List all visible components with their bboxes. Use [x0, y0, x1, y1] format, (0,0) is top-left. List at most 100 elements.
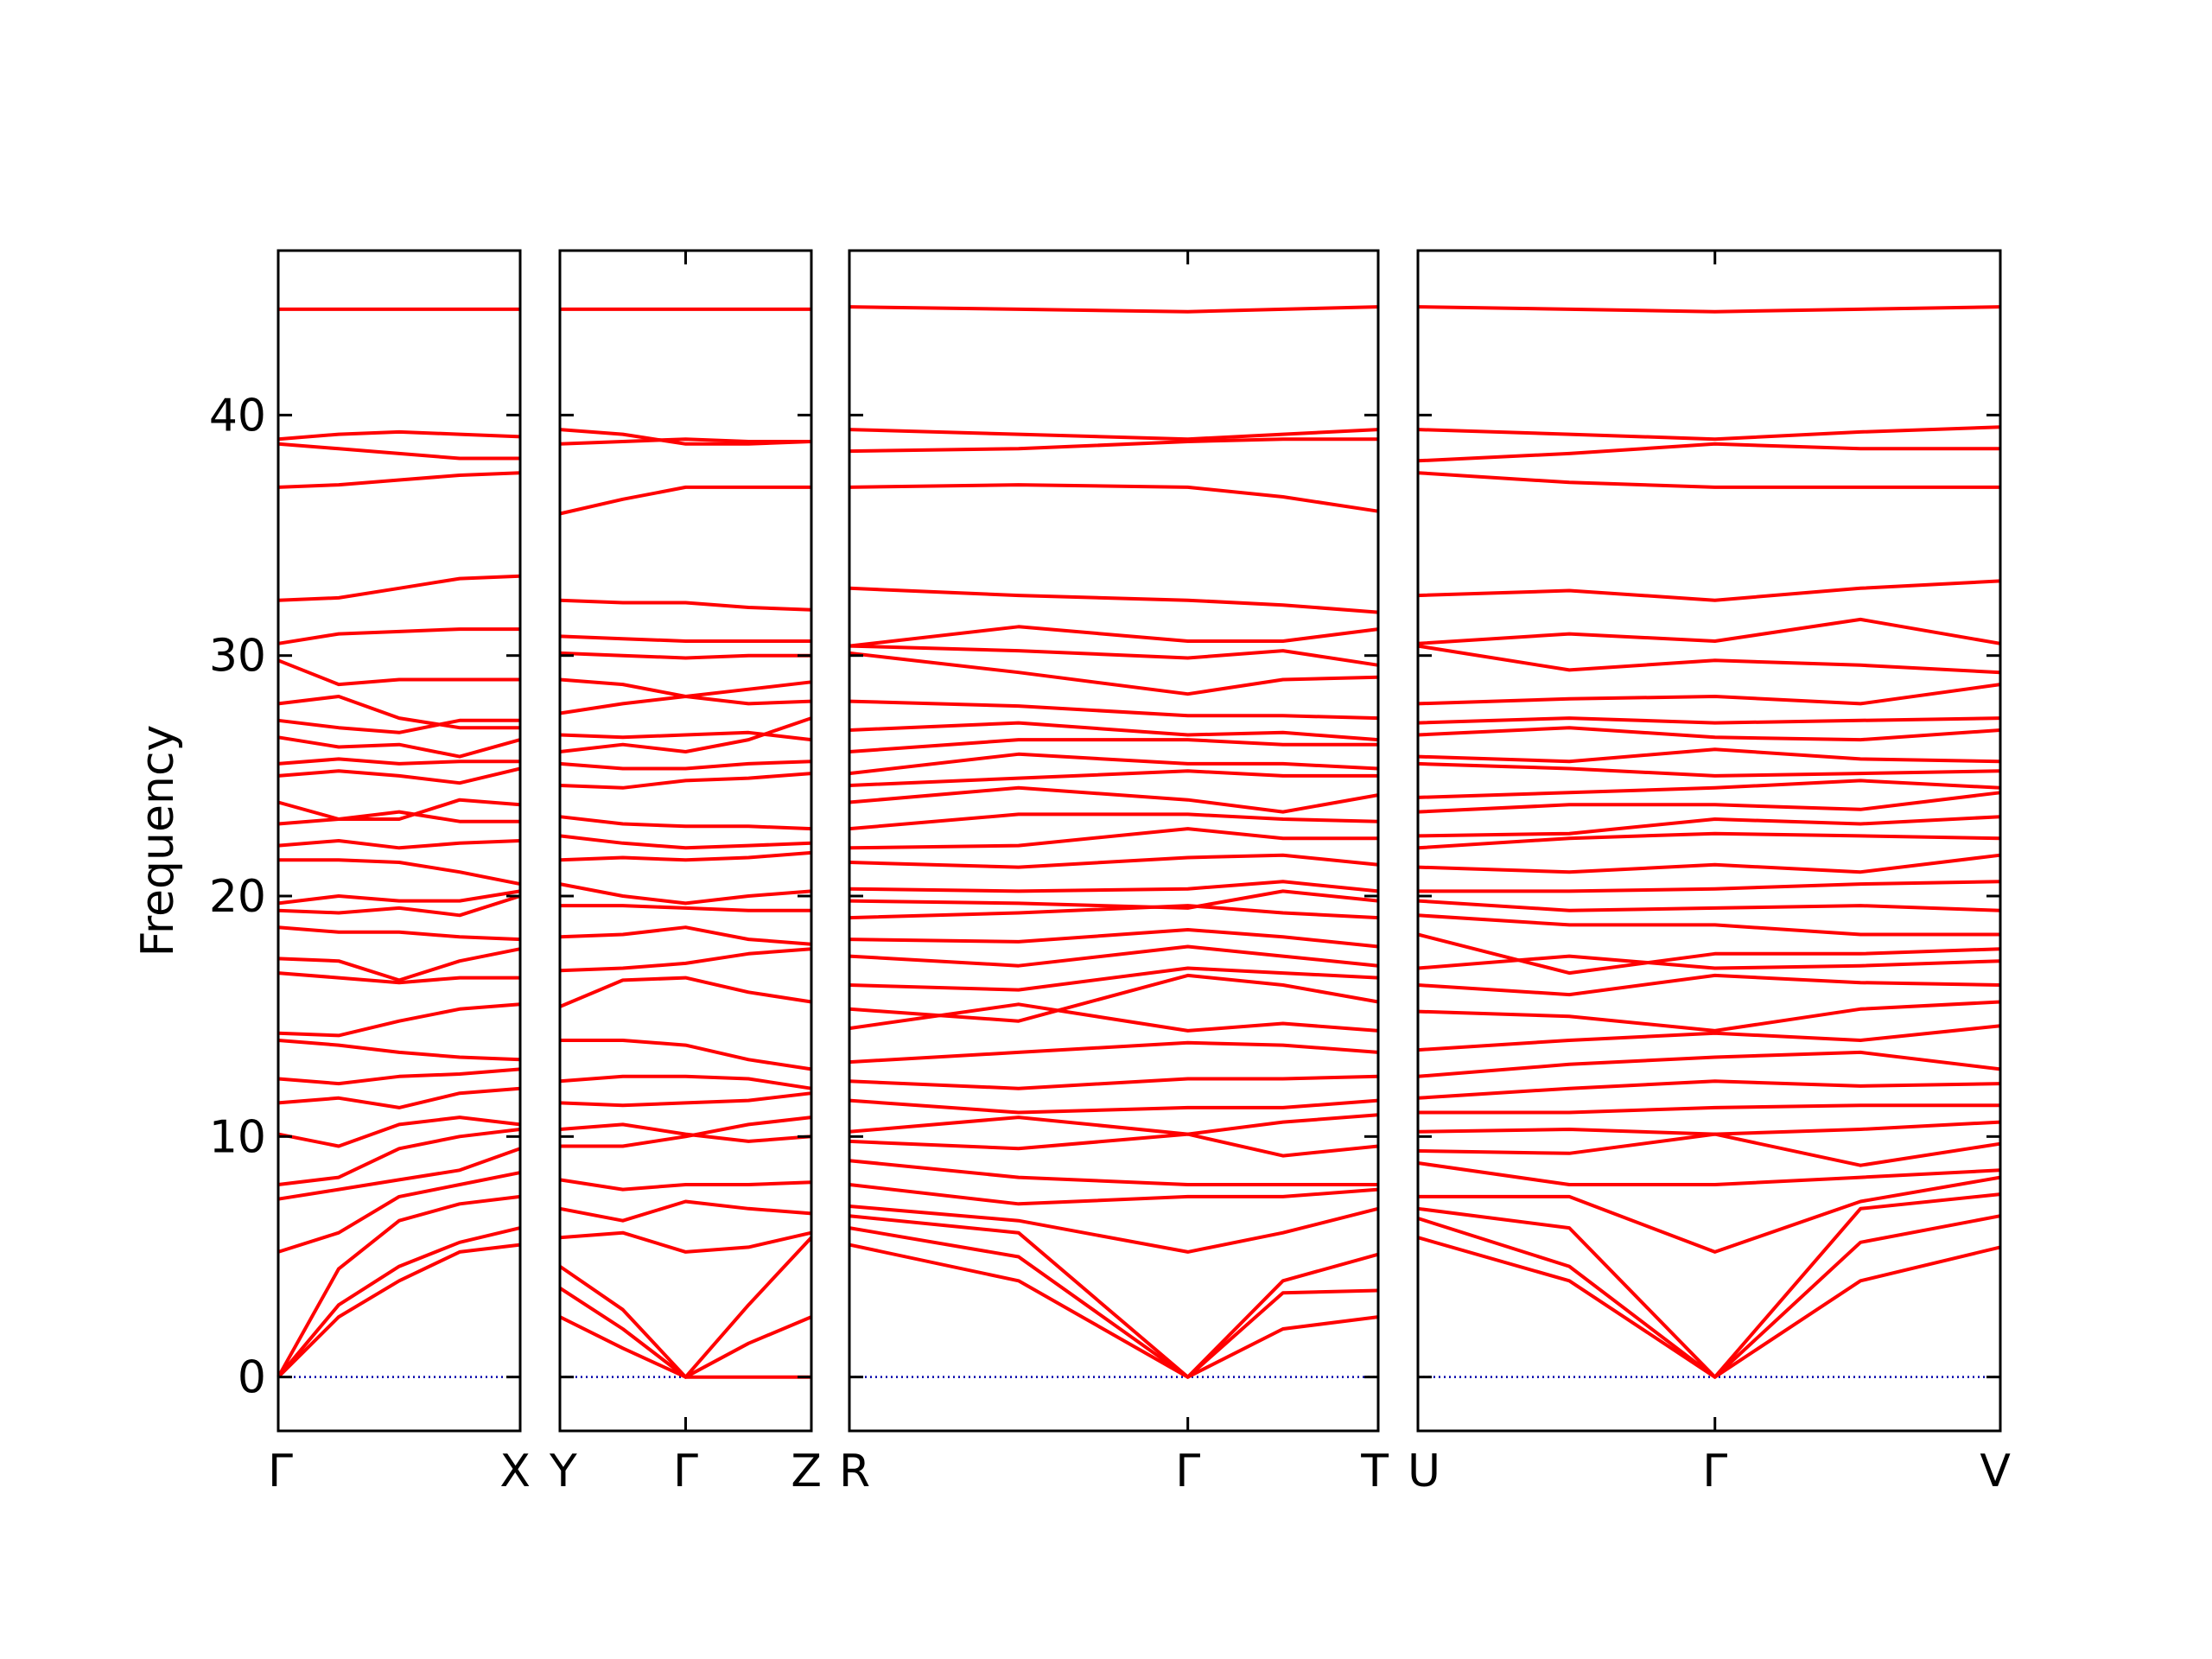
band-line	[277, 894, 521, 918]
band-line	[277, 889, 521, 906]
band-line	[1418, 880, 2001, 893]
band-line	[277, 574, 521, 602]
band-line	[277, 627, 520, 645]
band-line	[276, 1194, 521, 1378]
band-line	[1417, 1120, 2001, 1136]
band-line	[849, 827, 1378, 850]
band-line	[849, 1040, 1379, 1065]
band-line	[849, 586, 1379, 614]
band-line	[277, 766, 521, 785]
band-line	[277, 757, 520, 766]
band-line	[277, 429, 521, 442]
band-line	[849, 880, 1379, 893]
band-line	[849, 625, 1379, 648]
band-line	[559, 976, 812, 1008]
band-line	[277, 798, 521, 821]
x-tick-label: Γ	[1702, 1446, 1727, 1497]
x-tick-label: Γ	[1175, 1446, 1200, 1497]
band-line	[1417, 932, 2001, 976]
band-line	[559, 760, 812, 771]
band-line	[849, 752, 1379, 776]
band-line	[277, 925, 521, 942]
band-line	[1418, 1103, 2000, 1115]
band-line	[559, 598, 812, 612]
band-line	[1417, 579, 2001, 602]
band-line	[1417, 831, 2001, 850]
band-line	[1417, 815, 2001, 838]
band-line	[849, 973, 1379, 1023]
band-line	[849, 1205, 1379, 1254]
x-tick-label: X	[499, 1446, 531, 1497]
band-line	[1417, 973, 2001, 997]
plot-frame	[1416, 249, 2002, 1433]
band-line	[277, 1116, 521, 1148]
band-line	[849, 1074, 1379, 1090]
band-line	[560, 904, 811, 912]
band-line	[1417, 853, 2001, 874]
band-line	[849, 1098, 1379, 1115]
band-line	[849, 889, 1379, 910]
band-line	[559, 1178, 812, 1192]
band-line	[559, 1122, 812, 1143]
band-line	[849, 428, 1379, 442]
band-line	[849, 651, 1379, 696]
x-tick-label: R	[839, 1446, 870, 1497]
band-line	[559, 485, 811, 516]
band-line	[559, 716, 812, 753]
x-tick-label: Γ	[673, 1446, 698, 1497]
band-line	[277, 658, 520, 687]
x-tick-label: Z	[791, 1446, 822, 1497]
band-line	[849, 1183, 1379, 1206]
band-line	[1417, 779, 2001, 799]
band-line	[559, 882, 812, 906]
band-line	[849, 437, 1378, 454]
band-line	[1418, 1175, 2001, 1254]
band-line	[1417, 791, 2001, 814]
y-tick-label: 20	[209, 871, 266, 923]
band-line	[1417, 305, 2001, 314]
band-line	[277, 695, 520, 730]
band-line	[849, 853, 1379, 869]
band-line	[277, 1086, 521, 1109]
band-line	[849, 928, 1379, 949]
band-line	[849, 904, 1379, 920]
band-line	[849, 944, 1379, 968]
band-line	[276, 1226, 521, 1378]
band-line	[1417, 683, 2001, 706]
x-tick-label: T	[1360, 1446, 1389, 1497]
band-line	[559, 925, 812, 946]
band-line	[849, 769, 1378, 787]
band-line	[1417, 726, 2001, 742]
band-line	[1417, 1000, 2001, 1033]
x-tick-label: Y	[549, 1446, 577, 1497]
band-line	[277, 735, 521, 759]
band-line	[849, 1002, 1379, 1033]
band-line	[560, 1116, 812, 1148]
band-line	[559, 815, 812, 831]
band-line	[559, 651, 811, 660]
y-tick-label: 0	[238, 1352, 266, 1404]
band-line	[559, 428, 812, 446]
band-line	[276, 1243, 521, 1379]
band-line	[559, 1074, 812, 1090]
y-tick-label: 10	[209, 1111, 266, 1163]
band-line	[1417, 1192, 2001, 1379]
band-line	[559, 850, 812, 862]
band-line	[277, 1002, 521, 1038]
band-line	[1417, 425, 2001, 442]
band-line	[849, 699, 1379, 721]
band-line	[559, 1199, 812, 1223]
band-line	[1417, 1024, 2001, 1052]
band-line	[1417, 442, 2000, 463]
panel: 0 10 20 30 40 Γ X Frequency	[132, 249, 531, 1497]
band-line	[849, 785, 1379, 814]
band-line	[849, 812, 1379, 831]
band-line	[1417, 747, 2001, 764]
band-line	[849, 1214, 1379, 1379]
band-line	[277, 1171, 521, 1254]
